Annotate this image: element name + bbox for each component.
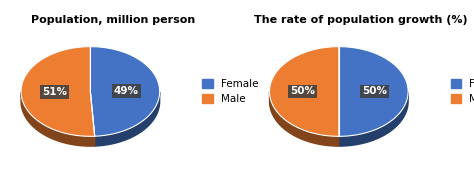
Title: Population, million person: Population, million person <box>31 15 195 25</box>
Title: The rate of population growth (%): The rate of population growth (%) <box>255 15 468 25</box>
Polygon shape <box>21 47 95 136</box>
Legend: Female, Male: Female, Male <box>448 77 474 106</box>
Polygon shape <box>270 92 339 146</box>
Ellipse shape <box>270 56 408 146</box>
Polygon shape <box>21 92 95 146</box>
Text: 50%: 50% <box>362 87 387 96</box>
Text: 51%: 51% <box>42 87 67 97</box>
Text: 50%: 50% <box>290 87 315 96</box>
Polygon shape <box>270 47 339 136</box>
Ellipse shape <box>21 56 160 146</box>
Text: 49%: 49% <box>114 86 139 96</box>
Polygon shape <box>339 92 408 146</box>
Polygon shape <box>91 47 160 136</box>
Legend: Female, Male: Female, Male <box>200 77 261 106</box>
Polygon shape <box>95 92 160 146</box>
Polygon shape <box>339 47 408 136</box>
